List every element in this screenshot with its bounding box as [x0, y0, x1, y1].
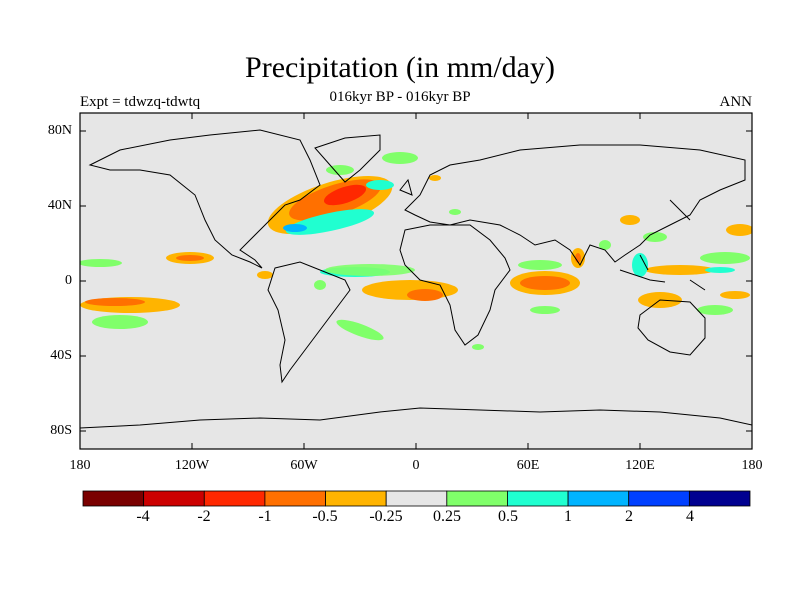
anomaly-gulfstream-blue	[283, 224, 307, 232]
anomaly-med-green	[449, 209, 461, 215]
anomaly-s-africa-green	[472, 344, 484, 350]
anomaly-greenland-green	[326, 165, 354, 175]
colorbar-swatch	[143, 490, 205, 507]
anomaly-spcz-orange	[720, 291, 750, 299]
colorbar-label: 2	[625, 508, 633, 525]
coast-japan	[669, 199, 691, 221]
anomaly-wpac-cyan	[705, 267, 735, 273]
colorbar-label: -1	[258, 508, 272, 525]
coast-south-america	[267, 261, 351, 384]
anomaly-arabian-green	[518, 260, 562, 270]
y-tick-label: 80S	[50, 423, 72, 438]
x-tick-label: 120E	[625, 458, 655, 473]
anomaly-e-pacific-green	[314, 280, 326, 290]
coast-antarctica	[80, 407, 752, 429]
anomaly-trop-pacific-darkorange	[176, 255, 204, 261]
coast-uk	[399, 178, 413, 196]
anomaly-trop-atlantic-green	[325, 264, 415, 276]
colorbar-swatch	[385, 490, 448, 507]
coast-africa	[399, 224, 511, 346]
experiment-label: Expt = tdwzq-tdwtq	[80, 94, 201, 110]
colorbar-swatch	[507, 490, 569, 507]
anomaly-n-europe-orange	[429, 175, 441, 181]
anomaly-iceland-cyan	[366, 180, 394, 190]
x-tick-label: 0	[412, 458, 420, 473]
colorbar-swatch	[688, 490, 751, 507]
x-tick-label: 180	[741, 458, 763, 473]
anomaly-wpac-green	[700, 252, 750, 264]
x-tick-label: 120W	[174, 458, 210, 473]
anomaly-spcz-green	[697, 305, 733, 315]
anomaly-n-atlantic-red	[323, 184, 367, 206]
anomaly-nwpac-orange	[726, 224, 752, 236]
anomaly-gulfstream-cyan	[285, 209, 375, 235]
colorbar-label: 4	[686, 508, 694, 525]
anomaly-wpac-orange	[645, 265, 715, 275]
anomaly-china-orange	[620, 215, 640, 225]
coast-maritime	[619, 254, 706, 291]
colorbar-swatch	[567, 490, 630, 507]
colorbar-label: -0.5	[312, 508, 338, 525]
anomaly-s-atlantic-green	[336, 319, 384, 341]
colorbar	[82, 490, 751, 507]
anomaly-nordic-green	[382, 152, 418, 164]
anomaly-maritime-cyan	[632, 253, 648, 277]
y-tick-label: 80N	[47, 123, 72, 138]
anomaly-seasia-green	[599, 240, 611, 250]
colorbar-swatch	[203, 490, 266, 507]
coast-europe-asia	[404, 144, 746, 266]
anomaly-sw-pacific-darkorange	[85, 298, 145, 306]
axis-ticks	[80, 113, 752, 449]
coast-north-america	[88, 129, 321, 269]
season-label: ANN	[719, 94, 753, 110]
x-tick-label: 60W	[290, 458, 318, 473]
x-tick-label: 180	[69, 458, 91, 473]
y-tick-label: 40S	[50, 348, 72, 363]
coastlines	[80, 129, 752, 429]
colorbar-label: 0.5	[498, 508, 518, 525]
colorbar-swatch	[446, 490, 508, 507]
colorbar-label: 1	[564, 508, 572, 525]
y-tick-label: 0	[65, 273, 72, 288]
colorbar-label: 0.25	[433, 508, 461, 525]
colorbar-swatch	[264, 490, 326, 507]
colorbar-swatch	[325, 490, 387, 507]
precip-anomaly-shading	[80, 129, 752, 429]
colorbar-swatch	[628, 490, 690, 507]
colorbar-label: -0.25	[369, 508, 403, 525]
coast-australia	[637, 299, 706, 356]
colorbar-swatch	[82, 490, 145, 507]
coast-greenland	[314, 134, 381, 183]
anomaly-sw-pacific-green	[92, 315, 148, 329]
anomaly-e-pacific-orange	[257, 271, 273, 279]
anomaly-indian-darkorange	[520, 276, 570, 290]
anomaly-s-atlantic-darkorange	[407, 289, 443, 301]
colorbar-label: -2	[197, 508, 211, 525]
anomaly-s-indian-green	[530, 306, 560, 314]
map-subtitle: 016kyr BP - 016kyr BP	[329, 89, 471, 105]
colorbar-label: -4	[136, 508, 150, 525]
y-tick-label: 40N	[47, 198, 72, 213]
map-title: Precipitation (in mm/day)	[245, 51, 555, 84]
x-tick-label: 60E	[516, 458, 540, 473]
anomaly-nwpac-green	[643, 232, 667, 242]
anomaly-trop-pacific-green	[80, 259, 122, 267]
